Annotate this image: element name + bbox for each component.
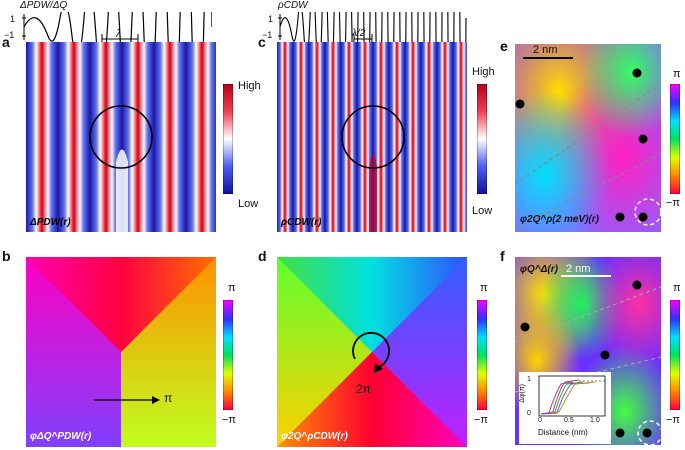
- panel-e-letter: e: [500, 38, 508, 54]
- panel-c-dislocation-circle: [341, 105, 405, 169]
- panel-d-letter: d: [258, 248, 267, 264]
- panel-a-pdw-map: [26, 42, 216, 232]
- panel-a-wavelength-bracket: [101, 34, 139, 42]
- panel-e-phase-map: [515, 44, 661, 232]
- panel-f-letter: f: [500, 248, 505, 264]
- panel-c-cdw-map: [277, 42, 467, 232]
- panel-e-colorbar-top: π: [673, 68, 681, 80]
- panel-d-colorbar: [477, 300, 487, 410]
- panel-a-line-plot: [22, 12, 212, 42]
- panel-d-map-label: φ2Q^ρCDW(r): [281, 431, 348, 442]
- panel-b-colorbar: [223, 300, 233, 410]
- panel-b-map-label: φΔQ^PDW(r): [30, 431, 92, 442]
- panel-b-letter: b: [2, 248, 11, 264]
- panel-d-colorbar-bottom: −π: [474, 414, 489, 426]
- panel-f-scalebar-label: 2 nm: [566, 263, 591, 275]
- panel-e-colorbar-bottom: −π: [666, 197, 681, 209]
- panel-c-colorbar-low: Low: [472, 205, 493, 217]
- panel-a-colorbar-high: High: [238, 80, 261, 92]
- panel-c-colorbar: [477, 84, 487, 194]
- panel-c-top-tick-high: 1: [268, 14, 274, 24]
- panel-e-colorbar: [670, 84, 680, 194]
- panel-f-colorbar: [670, 300, 680, 410]
- panel-f-inset-xtick-10: 1.0: [590, 417, 600, 424]
- panel-b-arrow-label: π: [164, 391, 173, 405]
- panel-a-letter: a: [2, 34, 10, 50]
- panel-a-colorbar: [223, 84, 233, 194]
- panel-c-line-plot: [278, 12, 467, 42]
- panel-f-inset-ytick-0: 0: [527, 410, 531, 417]
- panel-b-phase-map: [26, 257, 216, 447]
- panel-b-colorbar-top: π: [228, 282, 236, 294]
- panel-d-phase-map: [277, 257, 467, 447]
- panel-f-map-label: φQ^Δ(r): [520, 264, 558, 275]
- panel-a-top-tick-low: −1: [4, 30, 15, 40]
- panel-a-colorbar-low: Low: [238, 198, 259, 210]
- panel-c-top-tick-low: −1: [262, 30, 273, 40]
- panel-f-inset-xtick-05: 0.5: [564, 417, 574, 424]
- panel-f-inset-ytick-1: 1: [527, 376, 531, 383]
- panel-a-map-label: ΔPDW(r): [30, 217, 71, 228]
- panel-c-top-title: ρCDW: [278, 0, 308, 11]
- panel-c-colorbar-high: High: [472, 66, 495, 78]
- panel-d-winding-label: 2π: [356, 382, 371, 396]
- panel-a-top-title: ΔPDW/ΔQ: [20, 0, 68, 11]
- panel-f-colorbar-top: π: [673, 282, 681, 294]
- panel-f-inset-xtick-0: 0: [538, 417, 542, 424]
- panel-c-wavelength-label: λ/2: [352, 28, 366, 39]
- panel-f-inset-ylabel: Δφ(π): [519, 384, 526, 403]
- panel-a-top-tick-high: 1: [10, 14, 16, 24]
- panel-a-wavelength-label: λ: [116, 28, 122, 40]
- panel-e-scalebar-label: 2 nm: [533, 44, 558, 56]
- panel-c-letter: c: [258, 34, 266, 50]
- panel-c-wavelength-bracket: [353, 34, 373, 42]
- panel-a-dislocation-circle: [89, 105, 153, 169]
- panel-f-colorbar-bottom: −π: [666, 414, 681, 426]
- panel-e-map-label: φ2Q^ρ(2 meV)(r): [520, 214, 599, 225]
- panel-f-inset-xlabel: Distance (nm): [538, 428, 588, 437]
- panel-b-colorbar-bottom: −π: [222, 414, 237, 426]
- panel-f-inset-plot: [519, 372, 611, 444]
- panel-d-colorbar-top: π: [480, 282, 488, 294]
- panel-c-map-label: ρCDW(r): [281, 217, 322, 228]
